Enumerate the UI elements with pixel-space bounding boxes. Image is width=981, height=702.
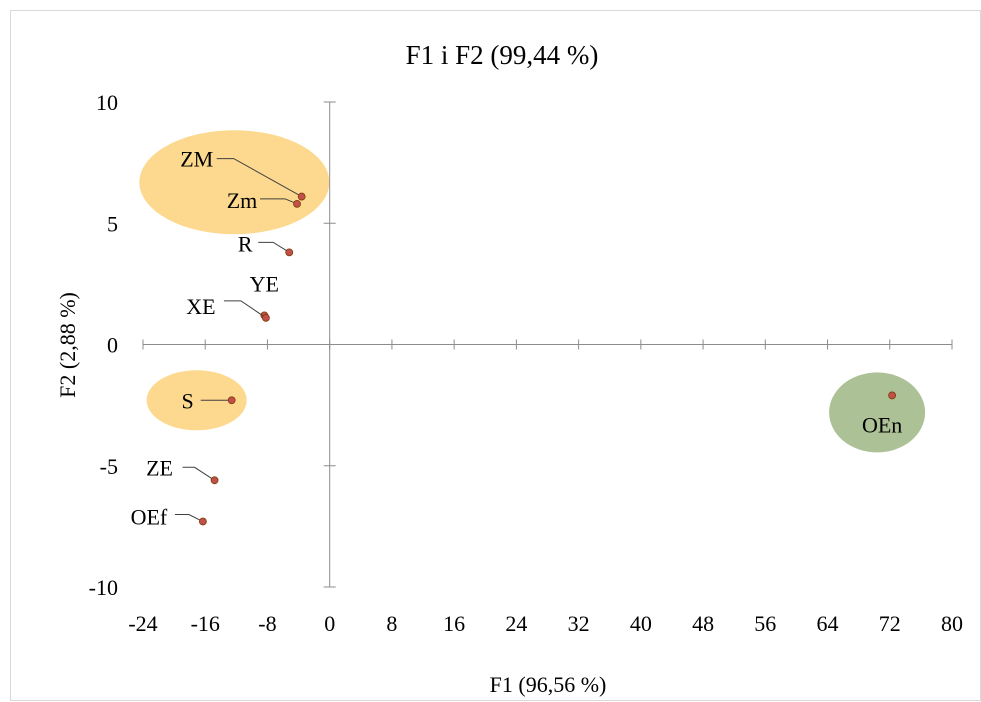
data-point-OEf bbox=[198, 517, 207, 526]
x-tick-label: -24 bbox=[128, 611, 157, 636]
highlight-ellipse-2 bbox=[829, 372, 926, 453]
leader-line-Zm bbox=[260, 198, 298, 205]
data-points: ZM Zm R YE XE S ZE OEf OEn bbox=[131, 147, 903, 530]
data-label-S: S bbox=[182, 388, 194, 413]
x-tick-label: 80 bbox=[941, 611, 963, 636]
x-tick-label: 24 bbox=[505, 611, 527, 636]
x-tick-label: 40 bbox=[630, 611, 652, 636]
highlight-regions bbox=[139, 130, 926, 453]
leader-line-XE bbox=[223, 300, 267, 319]
y-tick-label: -10 bbox=[89, 575, 118, 600]
data-label-ZM: ZM bbox=[180, 147, 213, 172]
data-point-XE bbox=[262, 313, 270, 322]
x-tick-label: -8 bbox=[258, 611, 276, 636]
leader-line-R bbox=[258, 241, 290, 253]
data-point-R bbox=[285, 248, 294, 257]
leader-line-ZM bbox=[216, 158, 302, 198]
data-label-Zm: Zm bbox=[227, 188, 258, 213]
highlight-ellipse-0 bbox=[139, 130, 330, 235]
data-point-ZE bbox=[210, 476, 219, 485]
data-label-OEn: OEn bbox=[862, 412, 902, 437]
tick-labels: -24 -16 -8 0 8 16 24 32 40 48 56 64 72 80 -10 -5 0 5 10 bbox=[89, 90, 963, 636]
x-tick-label: 8 bbox=[386, 611, 397, 636]
data-label-ZE: ZE bbox=[146, 455, 173, 480]
data-point-ZM bbox=[297, 192, 306, 201]
data-label-R: R bbox=[238, 231, 253, 256]
leader-line-ZE bbox=[182, 466, 215, 481]
data-point-S bbox=[227, 396, 236, 405]
x-tick-label: 16 bbox=[443, 611, 465, 636]
y-tick-label: 5 bbox=[107, 211, 118, 236]
chart-frame bbox=[10, 10, 981, 701]
data-label-XE: XE bbox=[186, 294, 215, 319]
chart-title: F1 i F2 (99,44 %) bbox=[406, 40, 599, 70]
axes bbox=[142, 101, 953, 588]
data-point-Zm bbox=[293, 199, 301, 208]
x-tick-label: 64 bbox=[817, 611, 839, 636]
y-tick-label: 0 bbox=[107, 333, 118, 358]
y-axis-label: F2 (2,88 %) bbox=[55, 292, 80, 398]
y-tick-label: 10 bbox=[96, 90, 118, 115]
x-tick-label: -16 bbox=[191, 611, 220, 636]
x-tick-label: 56 bbox=[754, 611, 776, 636]
x-tick-label: 32 bbox=[568, 611, 590, 636]
leader-line-OEf bbox=[174, 514, 204, 522]
x-axis-label: F1 (96,56 %) bbox=[490, 672, 607, 697]
x-tick-label: 72 bbox=[879, 611, 901, 636]
data-label-YE: YE bbox=[250, 271, 279, 296]
x-tick-label: 0 bbox=[324, 611, 335, 636]
highlight-ellipse-1 bbox=[146, 370, 247, 431]
data-label-OEf: OEf bbox=[131, 505, 168, 530]
x-tick-label: 48 bbox=[692, 611, 714, 636]
data-point-OEn bbox=[888, 391, 897, 400]
y-tick-label: -5 bbox=[100, 454, 118, 479]
